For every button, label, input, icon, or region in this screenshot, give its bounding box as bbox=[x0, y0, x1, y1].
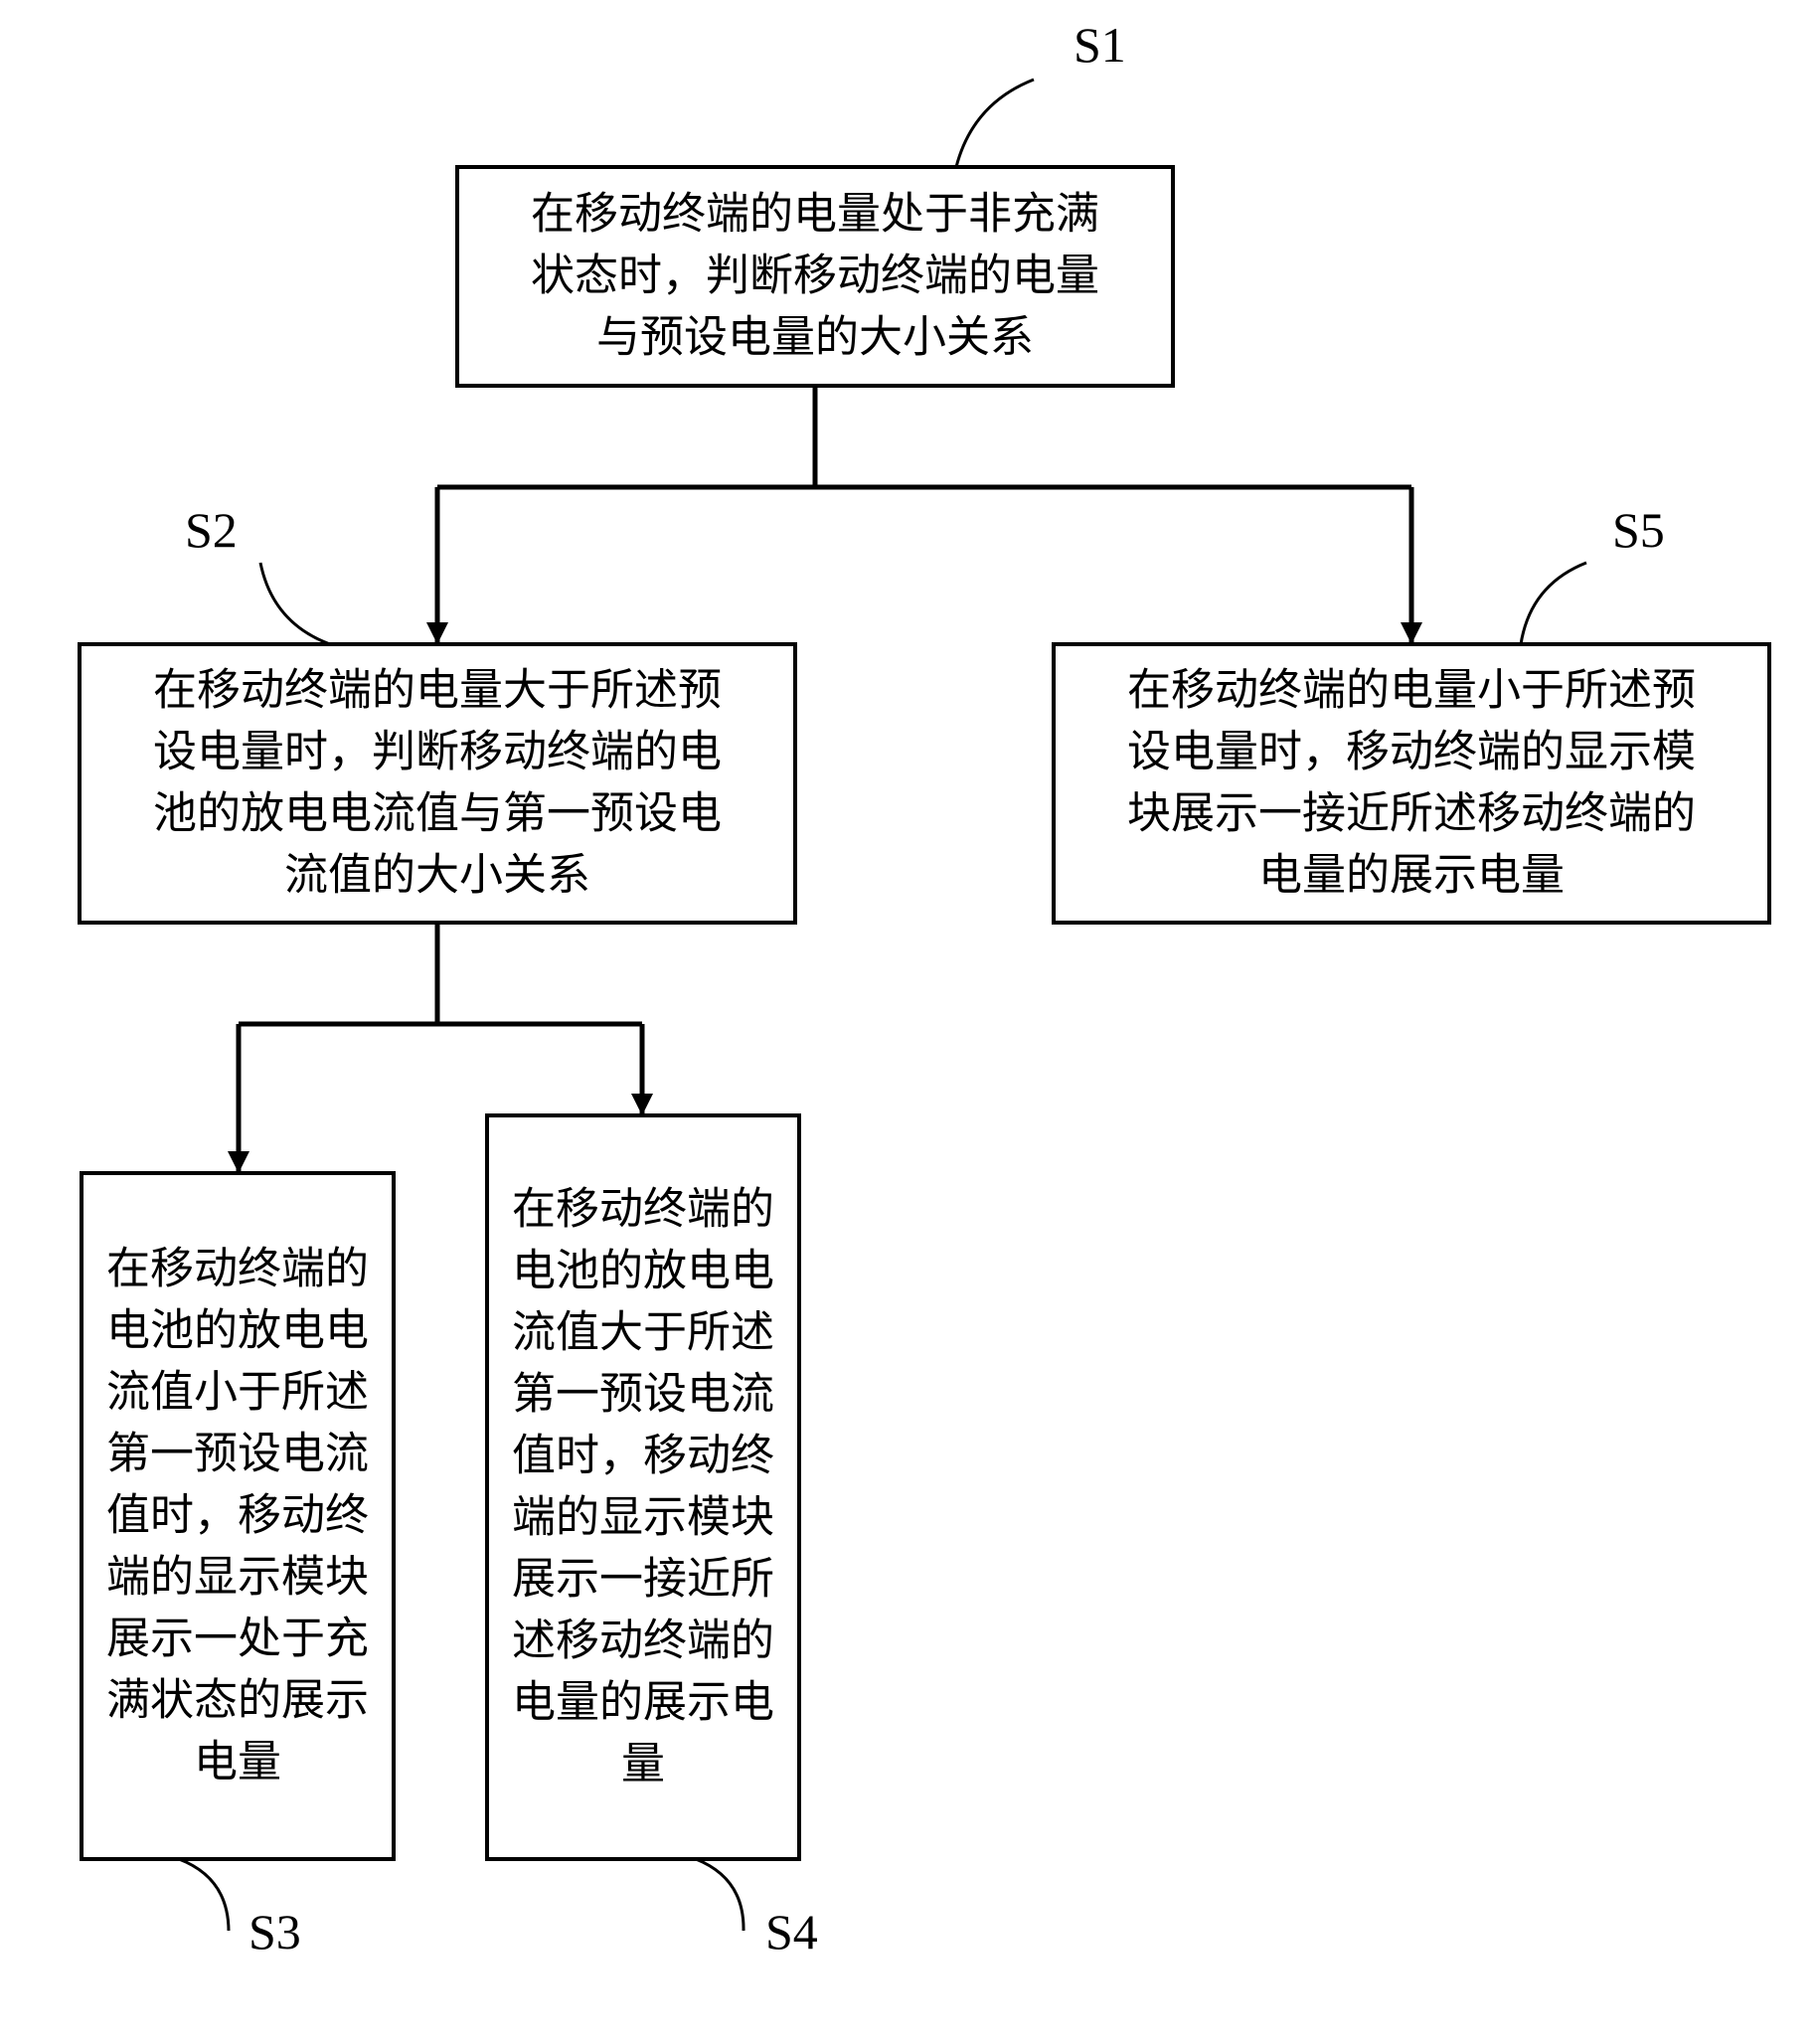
node-text: 在移动终端的电池的放电电流值小于所述第一预设电流值时，移动终端的显示模块展示一处… bbox=[106, 1245, 369, 1787]
label-leader bbox=[260, 563, 330, 644]
node-label: S4 bbox=[765, 1904, 818, 1959]
label-leader bbox=[179, 1859, 229, 1931]
flow-node-s5: 在移动终端的电量小于所述预设电量时，移动终端的显示模块展示一接近所述移动终端的电… bbox=[1054, 644, 1769, 923]
nodes: 在移动终端的电量处于非充满状态时，判断移动终端的电量与预设电量的大小关系在移动终… bbox=[80, 167, 1769, 1859]
node-text: 在移动终端的电量处于非充满状态时，判断移动终端的电量与预设电量的大小关系 bbox=[531, 190, 1099, 362]
label-leader bbox=[956, 80, 1034, 167]
node-label: S1 bbox=[1074, 17, 1126, 73]
flow-node-s4: 在移动终端的电池的放电电流值大于所述第一预设电流值时，移动终端的显示模块展示一接… bbox=[487, 1115, 799, 1859]
node-label: S5 bbox=[1612, 502, 1665, 558]
label-leader bbox=[1521, 563, 1586, 644]
node-label: S2 bbox=[185, 502, 238, 558]
flow-node-s3: 在移动终端的电池的放电电流值小于所述第一预设电流值时，移动终端的显示模块展示一处… bbox=[82, 1173, 394, 1859]
label-leader bbox=[696, 1859, 744, 1931]
node-label: S3 bbox=[248, 1904, 301, 1959]
flow-node-s1: 在移动终端的电量处于非充满状态时，判断移动终端的电量与预设电量的大小关系 bbox=[457, 167, 1173, 386]
flow-node-s2: 在移动终端的电量大于所述预设电量时，判断移动终端的电池的放电电流值与第一预设电流… bbox=[80, 644, 795, 923]
